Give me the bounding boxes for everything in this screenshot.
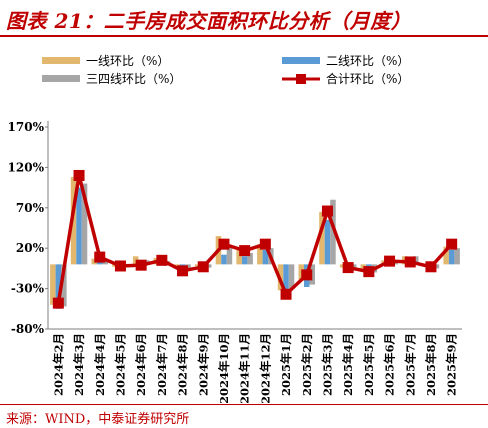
bar — [288, 264, 295, 289]
legend-marker — [296, 74, 306, 84]
bar — [76, 187, 82, 265]
x-tick-label: 2025年9月 — [445, 333, 459, 396]
total-line-path — [56, 173, 453, 304]
line-point — [342, 262, 354, 274]
line-point — [197, 261, 209, 273]
line-point — [135, 259, 147, 271]
x-tick-label: 2024年5月 — [113, 333, 127, 396]
legend-label: 合计环比（%） — [326, 71, 409, 86]
x-tick-label: 2024年3月 — [72, 333, 86, 396]
bar — [236, 248, 242, 265]
bar — [241, 256, 248, 265]
legend-swatch — [42, 75, 80, 82]
x-tick-label: 2025年4月 — [341, 333, 355, 396]
y-tick-label: 170% — [8, 120, 45, 134]
line-point — [259, 238, 271, 250]
line-point — [218, 238, 230, 250]
bar — [454, 248, 460, 265]
bar — [97, 261, 103, 265]
line-point — [156, 254, 168, 266]
chart: 一线环比（%） 二线环比（%） 三四线环比（%） 合计环比（%） -80% -30% 20… — [8, 54, 462, 403]
bar — [319, 211, 325, 265]
line-point — [280, 288, 292, 300]
legend-label: 三四线环比（%） — [86, 72, 181, 86]
line-point — [114, 260, 126, 272]
y-tick-label: 70% — [16, 201, 45, 215]
bar — [70, 177, 77, 265]
x-tick-label: 2025年3月 — [320, 333, 334, 396]
bar-series-group — [50, 177, 460, 309]
bar — [257, 244, 263, 265]
title-bar: 图表 21：二手房成交面积环比分析（月度） — [0, 0, 488, 37]
line-point — [73, 169, 85, 181]
x-tick-label: 2024年11月 — [238, 333, 252, 403]
legend-label: 一线环比（%） — [86, 54, 169, 68]
source-note: 来源：WIND，中泰证券研究所 — [6, 412, 190, 427]
chart-legend: 一线环比（%） 二线环比（%） 三四线环比（%） 合计环比（%） — [42, 54, 409, 86]
x-tick-label: 2024年2月 — [51, 333, 65, 396]
y-tick-label: -80% — [11, 322, 45, 336]
x-tick-label: 2024年8月 — [176, 333, 190, 396]
title-divider — [0, 35, 488, 37]
x-tick-label: 2025年5月 — [362, 333, 376, 396]
line-point — [384, 255, 396, 267]
x-tick-label: 2024年12月 — [258, 333, 272, 403]
bar — [55, 264, 62, 309]
line-series-group — [52, 169, 458, 309]
x-tick-label: 2025年7月 — [403, 333, 417, 396]
x-tick-label: 2024年9月 — [196, 333, 210, 396]
bar — [61, 264, 67, 307]
line-point — [52, 297, 64, 309]
x-tick-label: 2025年1月 — [279, 333, 293, 396]
bar — [81, 183, 88, 265]
line-point — [239, 245, 251, 257]
bar — [324, 219, 331, 265]
line-point — [94, 251, 106, 263]
x-tick-label: 2025年2月 — [300, 333, 314, 396]
line-point — [425, 261, 437, 273]
x-tick-label: 2024年7月 — [155, 333, 169, 396]
legend-swatch — [282, 57, 320, 64]
line-point — [321, 205, 333, 217]
line-point — [177, 265, 189, 277]
chart-axes: -80% -30% 20% 70% 120% 170% — [8, 120, 462, 336]
bar — [50, 264, 56, 305]
y-tick-label: 20% — [16, 241, 45, 255]
bar — [226, 248, 233, 265]
x-tick-label: 2025年8月 — [424, 333, 438, 396]
chart-title: 图表 21：二手房成交面积环比分析（月度） — [6, 9, 412, 33]
bar — [283, 264, 289, 296]
bar — [443, 246, 449, 265]
legend-label: 二线环比（%） — [326, 54, 409, 68]
x-tick-label: 2025年6月 — [383, 333, 397, 396]
y-tick-label: 120% — [8, 160, 45, 174]
x-tick-label: 2024年6月 — [134, 333, 148, 396]
line-point — [301, 269, 313, 281]
bar — [262, 249, 269, 265]
y-tick-label: -30% — [11, 282, 45, 296]
line-point — [363, 266, 375, 278]
bar — [247, 253, 253, 265]
bar — [221, 254, 227, 265]
legend-swatch — [42, 57, 80, 64]
x-tick-label: 2024年10月 — [217, 333, 231, 403]
x-tick-label: 2024年4月 — [93, 333, 107, 396]
line-point — [404, 256, 416, 268]
bar — [330, 199, 336, 265]
footer-divider — [0, 404, 488, 405]
line-point — [446, 238, 458, 250]
bar — [448, 249, 455, 265]
x-axis-labels: 2024年2月 2024年3月 2024年4月 2024年5月 2024年6月 2024年… — [51, 333, 458, 403]
